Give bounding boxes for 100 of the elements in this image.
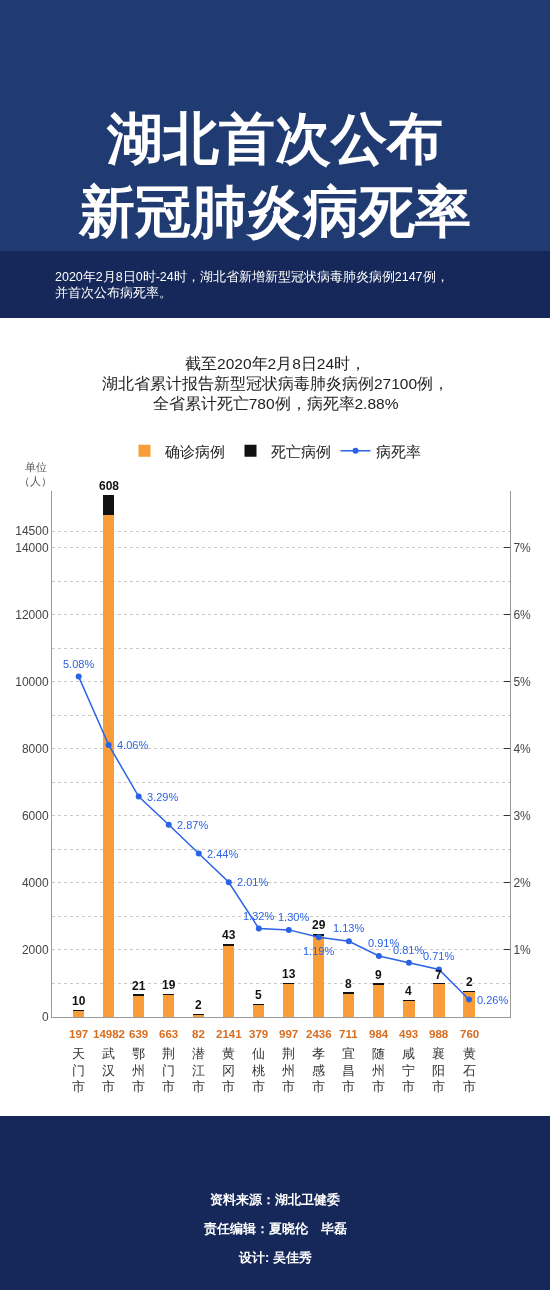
y2-tick-label: 2%	[513, 876, 532, 891]
x-tick-label: 咸宁市	[402, 1045, 416, 1095]
data-label: 2.87%	[177, 819, 209, 831]
bar	[373, 984, 385, 1017]
chart-title: 湖北首次公布新冠肺炎病死率	[78, 107, 471, 243]
point	[225, 879, 232, 886]
y2-tick-label: 7%	[513, 541, 532, 556]
data-label: 2	[195, 998, 202, 1012]
data-label: 82	[192, 1028, 205, 1040]
point	[75, 673, 82, 680]
point	[285, 926, 292, 933]
data-label: 8	[345, 977, 352, 991]
data-label: 2.44%	[207, 848, 239, 860]
data-label: 5.08%	[63, 658, 95, 670]
data-label: 19	[162, 978, 176, 992]
point	[315, 934, 322, 941]
legend-label: 确诊病例	[163, 442, 225, 460]
data-label: 13	[282, 967, 296, 981]
bar	[343, 993, 355, 1017]
bar	[223, 943, 235, 946]
bar	[223, 945, 235, 1017]
y2-tick-label: 4%	[513, 742, 532, 757]
y-tick-label: 2000	[21, 943, 49, 958]
point	[195, 850, 202, 857]
bar	[433, 983, 445, 1017]
bar	[103, 494, 115, 516]
data-label: 29	[312, 918, 326, 932]
data-label: 7	[435, 968, 442, 982]
data-label: 663	[159, 1028, 179, 1040]
data-label: 2436	[306, 1028, 332, 1040]
x-tick-label: 宜昌市	[342, 1045, 356, 1095]
y2-tick-label: 1%	[513, 943, 532, 958]
bar	[253, 1004, 265, 1017]
data-label: 43	[222, 928, 236, 942]
data-label: 4.06%	[117, 739, 149, 751]
data-label: 1.13%	[333, 922, 365, 934]
y-tick-label: 6000	[21, 809, 49, 824]
data-label: 760	[460, 1028, 480, 1040]
legend-label: 死亡病例	[270, 442, 331, 460]
data-label: 0.71%	[423, 950, 455, 962]
y-axis-title: 单位（人）	[19, 461, 52, 488]
chart-subtitle: 2020年2月8日0时-24时，湖北省新增新型冠状病毒肺炎病例2147例，并首次公布病死率。	[55, 270, 449, 301]
y2-tick-label: 6%	[513, 608, 532, 623]
text: 设计: 吴佳秀	[238, 1250, 312, 1265]
bar	[73, 1010, 85, 1017]
x-tick-label: 仙桃市	[252, 1045, 266, 1095]
y-tick-label: 4000	[21, 876, 49, 891]
y-tick-label: 8000	[21, 742, 49, 757]
y-tick-label: 0	[41, 1010, 49, 1025]
x-tick-label: 武汉市	[102, 1045, 116, 1095]
data-label: 997	[279, 1028, 299, 1040]
data-label: 608	[99, 479, 120, 493]
x-tick-label: 襄阳市	[432, 1045, 446, 1095]
bar	[133, 995, 145, 1017]
x-tick-label: 天门市	[72, 1045, 86, 1095]
x-tick-label: 鄂州市	[132, 1045, 146, 1095]
text: 资料来源：湖北卫健委	[210, 1192, 340, 1207]
y-tick-label: 12000	[15, 608, 49, 623]
x-tick-label: 潜江市	[192, 1045, 206, 1095]
data-label: 639	[129, 1028, 149, 1040]
data-label: 1.30%	[278, 911, 310, 923]
point	[466, 996, 472, 1003]
x-tick-label: 荆门市	[162, 1045, 176, 1095]
data-label: 9	[375, 968, 382, 982]
x-tick-label: 黄石市	[462, 1045, 476, 1095]
point	[375, 953, 382, 960]
y2-tick-label: 3%	[513, 809, 532, 824]
data-label: 10	[72, 994, 86, 1008]
y-tick-label: 10000	[15, 675, 49, 690]
data-label: 2.01%	[237, 876, 269, 888]
data-label: 14982	[93, 1028, 125, 1040]
point	[345, 938, 352, 945]
bar	[283, 983, 295, 1017]
data-label: 197	[69, 1028, 89, 1040]
data-label: 3.29%	[147, 791, 179, 803]
x-tick-label: 孝感市	[312, 1045, 326, 1095]
point	[105, 741, 112, 748]
data-label: 984	[369, 1028, 389, 1040]
data-label: 493	[399, 1028, 419, 1040]
point	[255, 925, 262, 932]
x-tick-label: 随州市	[372, 1045, 386, 1095]
data-label: 2	[466, 975, 473, 989]
data-label: 5	[255, 988, 262, 1002]
text: 截至2020年2月8日24时，湖北省累计报告新型冠状病毒肺炎病例27100例，全省累计死亡780例，病死率2.88%	[102, 355, 450, 413]
data-label: 711	[339, 1028, 359, 1040]
point	[135, 793, 142, 800]
data-label: 21	[132, 979, 146, 993]
point	[165, 821, 172, 828]
y-tick-label: 14000	[15, 541, 49, 556]
point	[405, 959, 412, 966]
x-tick-label: 荆州市	[282, 1045, 296, 1095]
bar	[403, 1000, 415, 1017]
data-label: 379	[249, 1028, 269, 1040]
data-label: 2141	[216, 1028, 243, 1040]
y-tick-label: 14500	[15, 524, 49, 539]
bar	[163, 994, 175, 1017]
data-label: 988	[429, 1028, 449, 1040]
legend-label: 病死率	[375, 442, 421, 460]
data-label: 4	[405, 984, 412, 998]
text: 责任编辑：夏晓伦 毕磊	[203, 1221, 347, 1236]
